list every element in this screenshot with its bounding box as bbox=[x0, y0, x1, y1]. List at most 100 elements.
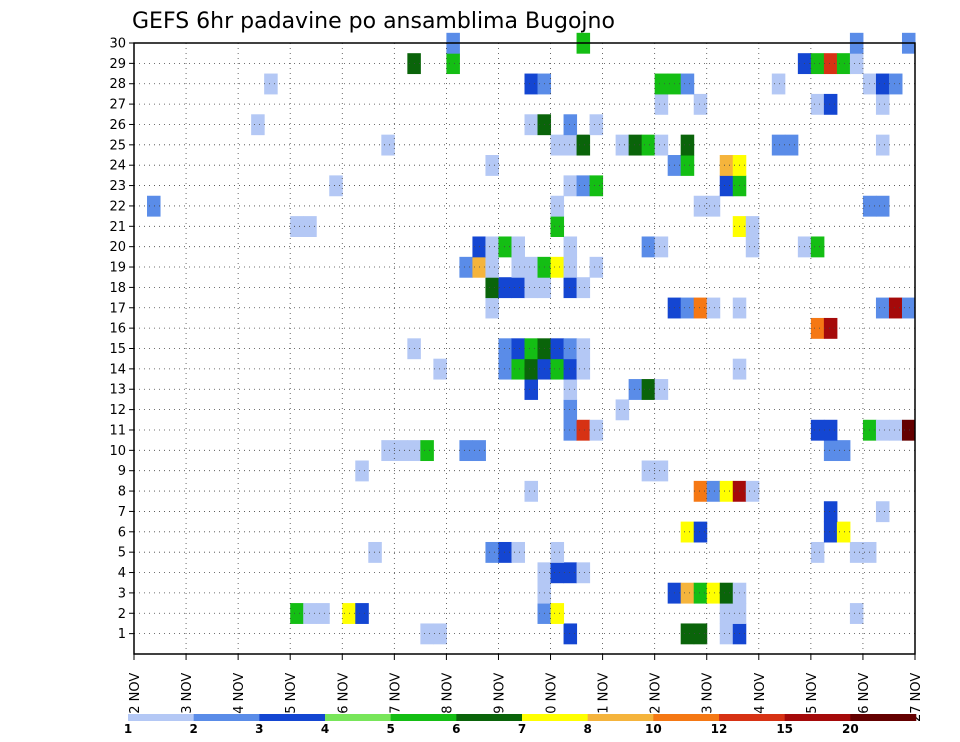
heatmap-cell bbox=[576, 562, 591, 584]
heatmap-cell bbox=[836, 440, 851, 462]
heatmap-cell bbox=[719, 175, 734, 197]
heatmap-cell bbox=[823, 317, 838, 339]
heatmap-cell bbox=[368, 541, 382, 563]
colorbar-swatch bbox=[587, 714, 654, 721]
heatmap-cell bbox=[875, 501, 890, 523]
heatmap-cell bbox=[563, 277, 578, 299]
heatmap-cell bbox=[550, 216, 565, 237]
heatmap-cell bbox=[680, 155, 695, 176]
colorbar-legend: 1 2 3 4 5 6 7 8 10 12 15 20 bbox=[124, 714, 917, 736]
heatmap-cell bbox=[810, 53, 825, 75]
heatmap-cell bbox=[550, 338, 565, 360]
y-tick-label: 18 bbox=[109, 281, 126, 296]
heatmap-cell bbox=[706, 480, 721, 502]
heatmap-cell bbox=[511, 358, 525, 380]
y-tick-label: 27 bbox=[109, 98, 126, 113]
heatmap-cell bbox=[823, 501, 838, 523]
heatmap-cell bbox=[888, 297, 903, 319]
heatmap-cell bbox=[628, 134, 643, 156]
colorbar-label: 5 bbox=[386, 722, 394, 736]
heatmap-cell bbox=[680, 134, 695, 156]
heatmap-cell bbox=[693, 93, 708, 115]
heatmap-cell bbox=[498, 541, 512, 563]
colorbar-swatch bbox=[193, 714, 260, 721]
colorbar-label: 8 bbox=[583, 722, 591, 736]
y-tick-label: 1 bbox=[118, 627, 126, 642]
heatmap-cell bbox=[693, 195, 708, 217]
colorbar-label: 3 bbox=[255, 722, 263, 736]
heatmap-cell bbox=[563, 358, 578, 380]
heatmap-cell bbox=[550, 256, 565, 278]
x-tick-label: 15 NOV bbox=[284, 673, 299, 722]
x-tick-label: 21 NOV bbox=[597, 673, 612, 722]
x-tick-label: 20 NOV bbox=[545, 673, 560, 722]
y-tick-label: 15 bbox=[109, 342, 126, 357]
heatmap-cell bbox=[563, 175, 578, 197]
heatmap-cell bbox=[745, 236, 760, 258]
heatmap-cell bbox=[654, 73, 669, 95]
heatmap-cell bbox=[654, 93, 669, 115]
heatmap-cell bbox=[459, 440, 473, 462]
heatmap-cell bbox=[875, 195, 890, 217]
heatmap-cell bbox=[849, 603, 864, 624]
heatmap-cell bbox=[680, 297, 695, 319]
heatmap-cell bbox=[498, 338, 512, 360]
heatmap-cell bbox=[485, 236, 499, 258]
heatmap-cell bbox=[576, 338, 591, 360]
colorbar-swatch bbox=[259, 714, 326, 721]
heatmap-cell bbox=[810, 236, 825, 258]
colorbar-swatch bbox=[850, 714, 917, 721]
heatmap-cell bbox=[810, 93, 825, 115]
heatmap-cell bbox=[823, 440, 838, 462]
heatmap-cell bbox=[875, 93, 890, 115]
y-tick-label: 26 bbox=[109, 118, 126, 133]
heatmap-cell bbox=[563, 236, 578, 258]
heatmap-cell bbox=[589, 114, 604, 136]
heatmap-cell bbox=[511, 236, 525, 258]
heatmap-cell bbox=[524, 277, 539, 299]
heatmap-cell bbox=[849, 53, 864, 75]
heatmap-cell bbox=[589, 175, 604, 197]
x-axis-ticks: 12 NOV 13 NOV 14 NOV 15 NOV 16 NOV 17 NOV 18 N… bbox=[128, 654, 924, 722]
heatmap-cell bbox=[888, 73, 903, 95]
x-tick-label: 14 NOV bbox=[232, 673, 247, 722]
heatmap-cell bbox=[511, 338, 525, 360]
y-tick-label: 22 bbox=[109, 199, 126, 214]
heatmap-cell bbox=[875, 73, 890, 95]
heatmap-cell bbox=[576, 358, 591, 380]
heatmap-cell bbox=[420, 623, 434, 645]
heatmap-cell bbox=[355, 603, 369, 624]
heatmap-cell bbox=[719, 155, 734, 176]
heatmap-cell bbox=[563, 134, 578, 156]
x-tick-label: 16 NOV bbox=[336, 673, 351, 722]
heatmap-cell bbox=[771, 134, 786, 156]
heatmap-cell bbox=[706, 297, 721, 319]
x-tick-label: 25 NOV bbox=[805, 673, 820, 722]
y-tick-label: 19 bbox=[109, 261, 126, 276]
heatmap-cell bbox=[511, 256, 525, 278]
colorbar-label: 2 bbox=[189, 722, 197, 736]
colorbar-swatch bbox=[390, 714, 457, 721]
y-tick-label: 7 bbox=[118, 505, 126, 520]
heatmap-cell bbox=[329, 175, 343, 197]
heatmap-cell bbox=[550, 603, 565, 624]
colorbar-label: 7 bbox=[518, 722, 526, 736]
heatmap-cell bbox=[693, 297, 708, 319]
colorbar-label: 10 bbox=[645, 722, 662, 736]
heatmap-cell bbox=[719, 603, 734, 624]
y-tick-label: 23 bbox=[109, 179, 126, 194]
heatmap-cell bbox=[290, 603, 304, 624]
y-tick-label: 17 bbox=[109, 301, 126, 316]
x-tick-label: 18 NOV bbox=[440, 673, 455, 722]
heatmap-cell bbox=[576, 134, 591, 156]
y-tick-label: 12 bbox=[109, 403, 126, 418]
heatmap-cell bbox=[888, 419, 903, 441]
heatmap-cell bbox=[290, 216, 304, 237]
heatmap-cell bbox=[745, 480, 760, 502]
heatmap-cell bbox=[615, 134, 630, 156]
heatmap-cell bbox=[680, 623, 695, 645]
heatmap-cell bbox=[524, 114, 539, 136]
heatmap-cell bbox=[147, 195, 161, 217]
heatmap-cell bbox=[524, 338, 539, 360]
y-tick-label: 6 bbox=[118, 525, 126, 540]
